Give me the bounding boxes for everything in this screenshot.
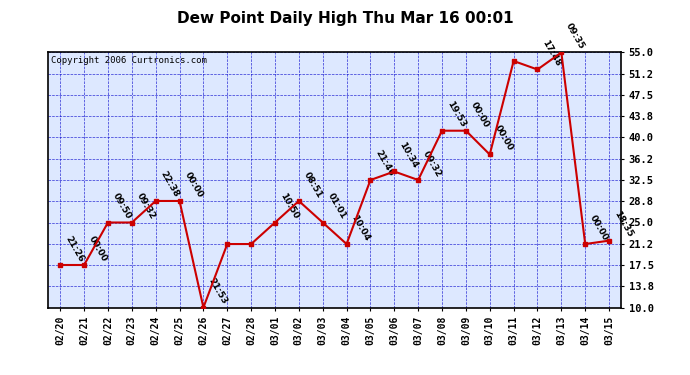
Text: Copyright 2006 Curtronics.com: Copyright 2006 Curtronics.com	[51, 56, 207, 65]
Text: 10:04: 10:04	[349, 213, 371, 242]
Text: 00:00: 00:00	[493, 124, 515, 153]
Text: 00:00: 00:00	[469, 100, 491, 129]
Text: 19:53: 19:53	[445, 100, 467, 129]
Text: 00:00: 00:00	[588, 213, 610, 242]
Text: 00:00: 00:00	[182, 170, 204, 199]
Text: Dew Point Daily High Thu Mar 16 00:01: Dew Point Daily High Thu Mar 16 00:01	[177, 11, 513, 26]
Text: 21:26: 21:26	[63, 234, 85, 263]
Text: 09:32: 09:32	[421, 149, 443, 178]
Text: 22:38: 22:38	[159, 170, 181, 199]
Text: 09:35: 09:35	[564, 21, 586, 51]
Text: 01:01: 01:01	[326, 192, 348, 221]
Text: 17:48: 17:48	[540, 38, 562, 68]
Text: 08:51: 08:51	[302, 170, 324, 199]
Text: 21:46: 21:46	[373, 149, 395, 178]
Text: 10:50: 10:50	[278, 192, 300, 221]
Text: 09:50: 09:50	[111, 192, 133, 221]
Text: 00:00: 00:00	[87, 234, 109, 263]
Text: 09:32: 09:32	[135, 192, 157, 221]
Text: 21:53: 21:53	[206, 276, 228, 306]
Text: 10:34: 10:34	[397, 141, 420, 170]
Text: 18:35: 18:35	[612, 210, 634, 239]
